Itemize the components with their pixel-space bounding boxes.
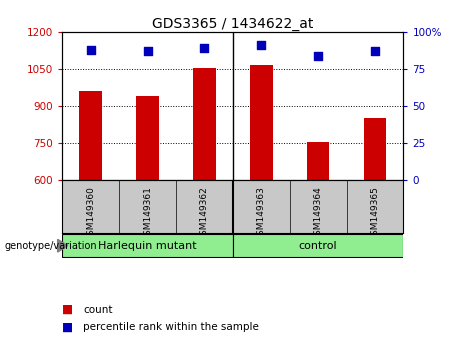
Bar: [233, 234, 403, 257]
Point: [201, 45, 208, 51]
Point: [258, 42, 265, 48]
Text: Harlequin mutant: Harlequin mutant: [98, 241, 197, 251]
Text: GSM149360: GSM149360: [86, 186, 95, 241]
Text: ■: ■: [62, 321, 77, 334]
Point: [314, 53, 322, 58]
Bar: [62, 234, 233, 257]
Bar: [250, 65, 272, 180]
Bar: [307, 142, 330, 180]
Bar: [193, 68, 216, 180]
Bar: [136, 96, 159, 180]
Bar: [364, 118, 386, 180]
Text: control: control: [299, 241, 337, 251]
Text: GSM149362: GSM149362: [200, 186, 209, 241]
Text: GSM149365: GSM149365: [371, 186, 379, 241]
Text: percentile rank within the sample: percentile rank within the sample: [83, 322, 259, 332]
Text: GSM149363: GSM149363: [257, 186, 266, 241]
Text: GSM149361: GSM149361: [143, 186, 152, 241]
Point: [371, 48, 378, 54]
Point: [87, 47, 95, 52]
Point: [144, 48, 151, 54]
Text: ■: ■: [62, 303, 77, 316]
Bar: [79, 91, 102, 180]
Polygon shape: [58, 239, 68, 252]
Text: GSM149364: GSM149364: [313, 186, 323, 241]
Text: count: count: [83, 305, 112, 315]
Text: genotype/variation: genotype/variation: [5, 241, 97, 251]
Title: GDS3365 / 1434622_at: GDS3365 / 1434622_at: [152, 17, 313, 31]
